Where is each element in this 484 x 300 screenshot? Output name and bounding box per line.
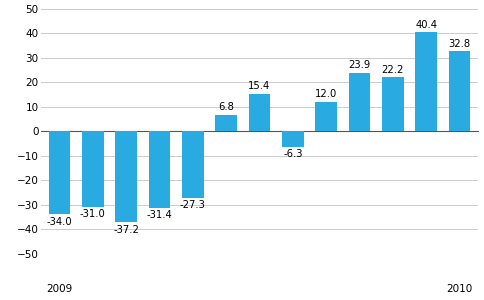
Text: -27.3: -27.3 bbox=[180, 200, 205, 210]
Bar bbox=[149, 131, 170, 208]
Bar bbox=[215, 115, 237, 131]
Text: -31.4: -31.4 bbox=[146, 211, 172, 220]
Text: 2010: 2010 bbox=[445, 284, 471, 294]
Bar bbox=[248, 94, 270, 131]
Text: 40.4: 40.4 bbox=[414, 20, 436, 30]
Bar bbox=[281, 131, 303, 147]
Text: 12.0: 12.0 bbox=[314, 89, 336, 100]
Text: -34.0: -34.0 bbox=[46, 217, 72, 227]
Text: -31.0: -31.0 bbox=[80, 209, 106, 220]
Text: 23.9: 23.9 bbox=[348, 60, 370, 70]
Text: 22.2: 22.2 bbox=[381, 64, 403, 74]
Bar bbox=[182, 131, 203, 198]
Bar bbox=[414, 32, 436, 131]
Bar bbox=[381, 77, 403, 131]
Bar bbox=[115, 131, 137, 222]
Text: -6.3: -6.3 bbox=[283, 149, 302, 159]
Bar bbox=[348, 73, 369, 131]
Bar bbox=[48, 131, 70, 214]
Text: 2009: 2009 bbox=[46, 284, 73, 294]
Text: 32.8: 32.8 bbox=[447, 39, 469, 49]
Bar bbox=[315, 102, 336, 131]
Bar bbox=[82, 131, 104, 207]
Text: -37.2: -37.2 bbox=[113, 225, 139, 235]
Bar bbox=[448, 51, 469, 131]
Text: 15.4: 15.4 bbox=[248, 81, 270, 91]
Text: 6.8: 6.8 bbox=[218, 102, 234, 112]
